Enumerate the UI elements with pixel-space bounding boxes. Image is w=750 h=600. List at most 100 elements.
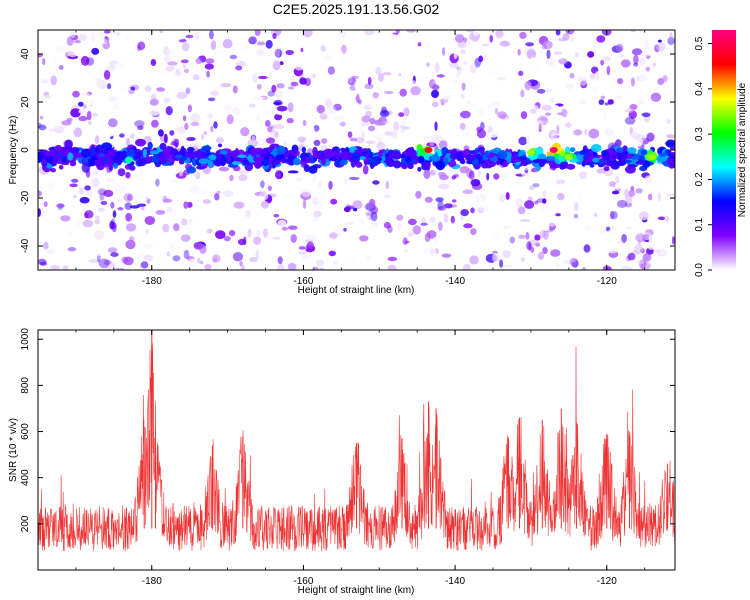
heatmap-cell [536, 131, 547, 137]
heatmap-cell [97, 37, 108, 45]
heatmap-cell [630, 77, 636, 87]
heatmap-cell [364, 203, 370, 210]
heatmap-cell [97, 188, 107, 196]
heatmap-cell [169, 130, 175, 136]
heatmap-cell [532, 183, 540, 188]
heatmap-cell [460, 209, 469, 217]
heatmap-cell [125, 223, 137, 232]
heatmap-cell [69, 183, 78, 188]
heatmap-cell [78, 109, 87, 114]
heatmap-cell [125, 239, 136, 250]
heatmap-cell [279, 61, 284, 66]
colorbar-tick-label: 0.1 [694, 217, 705, 231]
heatmap-cell [205, 58, 215, 64]
heatmap-cell [302, 199, 307, 209]
heatmap-cell [512, 244, 517, 250]
heatmap-cell [570, 36, 575, 42]
heatmap-cell [558, 58, 568, 65]
heatmap-cell [92, 112, 99, 118]
heatmap-cell [669, 162, 675, 168]
heatmap-cell [200, 133, 205, 141]
heatmap-cell [614, 182, 621, 190]
heatmap-cell [299, 77, 307, 85]
heatmap-cell [95, 144, 104, 154]
heatmap-cell [201, 145, 212, 151]
heatmap-cell [470, 179, 481, 187]
heatmap-cell [366, 224, 376, 231]
heatmap-cell [277, 256, 283, 265]
heatmap-cell [272, 60, 281, 71]
heatmap-cell [89, 102, 93, 109]
x-tick-label: -160 [293, 576, 313, 587]
y-tick-label: 800 [20, 377, 31, 394]
heatmap-cell [528, 227, 537, 237]
heatmap-cell [386, 30, 393, 39]
heatmap-cell [222, 38, 233, 49]
heatmap-cell [641, 112, 651, 118]
heatmap-cell [437, 206, 447, 211]
heatmap-cell [318, 267, 325, 270]
heatmap-cell [194, 41, 204, 45]
heatmap-cell [463, 72, 473, 80]
heatmap-cell [130, 133, 135, 139]
heatmap-cell [372, 180, 380, 185]
heatmap-cell [372, 92, 379, 99]
heatmap-cell [206, 228, 213, 234]
heatmap-cell [180, 59, 189, 64]
heatmap-hotspot [208, 154, 217, 161]
heatmap-cell [358, 219, 364, 224]
heatmap-cell [525, 158, 531, 164]
heatmap-cell [186, 166, 197, 174]
heatmap-cell [488, 152, 495, 158]
heatmap-cell [620, 59, 631, 68]
heatmap-cell [235, 65, 243, 71]
heatmap-cell [368, 158, 379, 166]
heatmap-cell [407, 232, 414, 238]
heatmap-cell [542, 40, 553, 50]
heatmap-cell [555, 213, 561, 217]
heatmap-cell [360, 122, 370, 127]
heatmap-cell [274, 89, 283, 99]
heatmap-cell [311, 196, 320, 206]
heatmap-cell [460, 215, 464, 221]
heatmap-cell [150, 59, 157, 66]
heatmap-cell [460, 49, 466, 54]
heatmap-cell [385, 180, 390, 190]
heatmap-cell [542, 246, 548, 255]
heatmap-cell [67, 152, 74, 161]
heatmap-cell [126, 137, 130, 147]
heatmap-cell [363, 231, 371, 236]
heatmap-cell [188, 185, 200, 194]
heatmap-cell [499, 193, 506, 203]
heatmap-cell [378, 137, 382, 146]
heatmap-cell [460, 93, 465, 99]
heatmap-cell [558, 150, 566, 157]
heatmap-cell [103, 70, 111, 80]
heatmap-cell [518, 136, 528, 146]
heatmap-cell [368, 198, 376, 208]
heatmap-cell [537, 153, 547, 160]
heatmap-cell [412, 225, 422, 235]
heatmap-cell [609, 181, 617, 187]
heatmap-cell [526, 49, 537, 60]
heatmap-cell [272, 236, 281, 240]
heatmap-cell [140, 206, 145, 211]
heatmap-cell [480, 121, 485, 131]
heatmap-cell [40, 79, 48, 84]
heatmap-cell [346, 205, 355, 210]
heatmap-cell [344, 221, 354, 226]
heatmap-cell [267, 185, 272, 191]
heatmap-cell [657, 192, 661, 202]
heatmap-cell [489, 34, 494, 43]
heatmap-y-axis-label: Frequency (Hz) [8, 116, 19, 185]
heatmap-cell [433, 78, 443, 85]
heatmap-cell [113, 104, 119, 110]
heatmap-cell [583, 152, 588, 160]
heatmap-cell [281, 226, 288, 231]
heatmap-cell [136, 158, 147, 167]
heatmap-cell [213, 51, 224, 55]
heatmap-cell [332, 261, 338, 265]
heatmap-cell [123, 256, 134, 266]
heatmap-cell [469, 255, 479, 265]
heatmap-cell [348, 176, 360, 181]
